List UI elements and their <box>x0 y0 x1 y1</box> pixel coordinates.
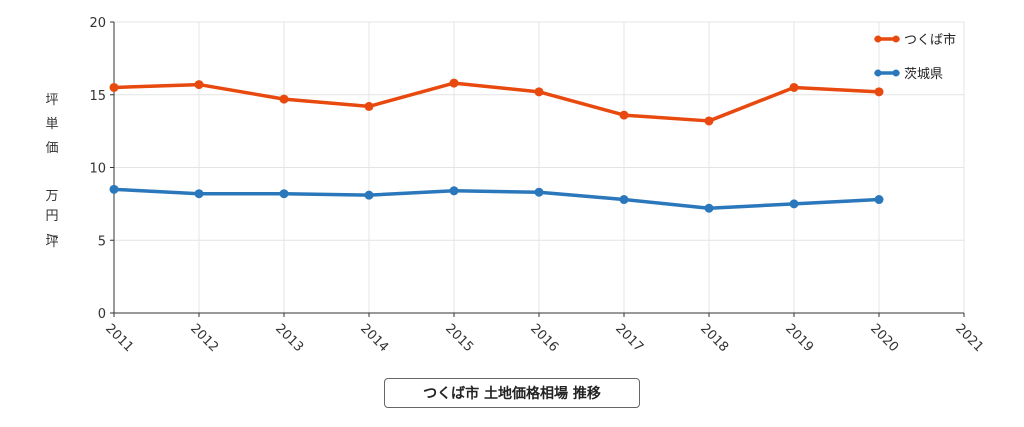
y-axis-label-char: / <box>44 234 59 239</box>
legend-label: つくば市 <box>904 32 956 48</box>
legend-label: 茨城県 <box>904 67 943 82</box>
x-tick-label: 2019 <box>782 321 816 355</box>
legend-swatch-dot <box>892 69 900 77</box>
data-point <box>109 184 119 194</box>
y-axis-label-char: 万 <box>45 189 58 204</box>
x-tick-label: 2011 <box>102 321 136 355</box>
data-point <box>619 110 629 120</box>
legend-swatch-dot <box>892 35 900 43</box>
x-tick-label: 2016 <box>527 321 561 355</box>
y-tick-label: 0 <box>98 307 106 322</box>
data-point <box>789 82 799 92</box>
data-point <box>279 189 289 199</box>
y-axis-label-char: 単 <box>45 116 58 132</box>
legend-swatch-dot <box>874 69 882 77</box>
x-tick-label: 2021 <box>952 321 986 355</box>
y-tick-labels: 0 5 10 15 20 <box>89 16 106 322</box>
data-point <box>534 87 544 97</box>
y-tick-label: 20 <box>89 16 106 31</box>
chart-caption: つくば市 土地価格相場 推移 <box>384 378 640 408</box>
series <box>109 78 884 213</box>
data-point <box>194 189 204 199</box>
data-point <box>619 195 629 205</box>
data-point <box>704 203 714 213</box>
axes <box>113 22 964 314</box>
x-tick-label: 2013 <box>272 321 306 355</box>
y-axis-label-char: 坪 <box>45 93 58 108</box>
data-point <box>109 82 119 92</box>
data-point <box>874 195 884 205</box>
grid <box>110 21 965 317</box>
x-tick-label: 2015 <box>442 321 476 355</box>
series-line <box>112 81 881 123</box>
x-tick-label: 2017 <box>612 321 646 355</box>
data-point <box>364 190 374 200</box>
legend-swatch-dot <box>874 35 882 43</box>
x-tick-label: 2012 <box>187 321 221 355</box>
x-tick-label: 2020 <box>867 321 901 355</box>
y-axis-label-char: 価 <box>45 141 58 156</box>
x-tick-label: 2014 <box>357 321 391 355</box>
data-point <box>449 78 459 88</box>
data-point <box>279 94 289 104</box>
x-tick-label: 2018 <box>697 321 731 355</box>
data-point <box>874 87 884 97</box>
data-point <box>789 199 799 209</box>
y-tick-label: 15 <box>89 89 106 104</box>
y-axis-label-char: 坪 <box>45 235 58 250</box>
data-point <box>364 101 374 111</box>
series-line <box>112 187 881 210</box>
data-point <box>704 116 714 126</box>
x-tick-labels: 2011 2012 2013 2014 2015 2016 2017 2018 2019 2020… <box>102 321 986 355</box>
y-axis-label-char: 円 <box>45 209 58 224</box>
y-tick-label: 10 <box>89 162 106 177</box>
y-tick-label: 5 <box>98 234 106 249</box>
data-point <box>449 186 459 196</box>
data-point <box>534 187 544 197</box>
data-point <box>194 80 204 90</box>
